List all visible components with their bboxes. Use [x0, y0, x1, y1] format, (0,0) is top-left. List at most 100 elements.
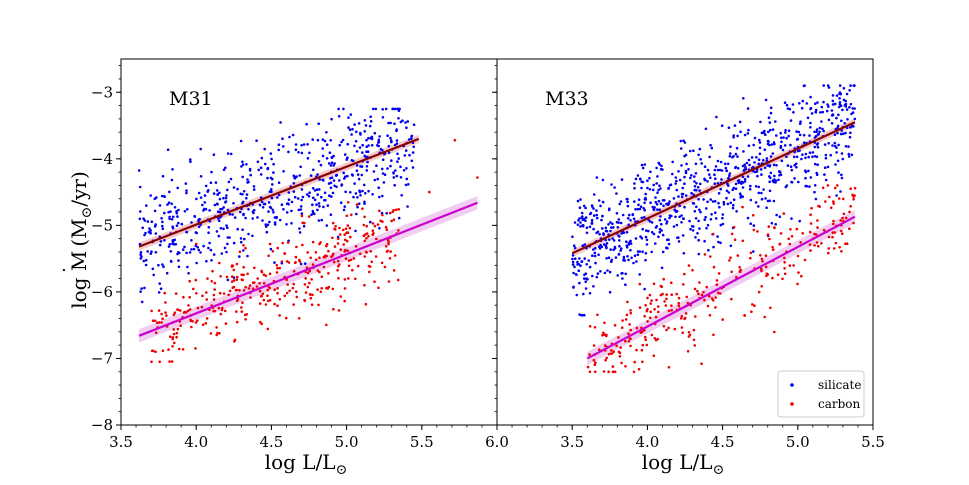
point-silicate [575, 273, 578, 277]
point-silicate [778, 215, 782, 218]
point-silicate [808, 151, 812, 154]
point-silicate [769, 171, 773, 175]
point-silicate [640, 163, 644, 167]
point-carbon [228, 289, 232, 293]
point-carbon [627, 332, 630, 336]
point-silicate [735, 146, 739, 150]
point-silicate [835, 151, 838, 154]
point-silicate [822, 100, 825, 104]
point-carbon [814, 233, 818, 236]
point-silicate [842, 132, 845, 135]
point-silicate [251, 217, 254, 220]
point-silicate [638, 273, 641, 276]
point-carbon [266, 327, 270, 331]
point-silicate [231, 213, 234, 216]
point-silicate [138, 242, 142, 246]
point-silicate [768, 121, 772, 124]
point-silicate [789, 143, 792, 147]
point-carbon [650, 333, 654, 337]
point-silicate [809, 107, 812, 111]
point-silicate [626, 200, 629, 204]
point-silicate [719, 241, 722, 245]
point-carbon [365, 251, 368, 254]
point-silicate [579, 225, 582, 228]
point-carbon [832, 247, 836, 250]
point-carbon [238, 250, 242, 253]
point-silicate [697, 198, 700, 201]
point-silicate [363, 154, 367, 158]
point-carbon [759, 254, 762, 257]
point-carbon [641, 360, 644, 364]
point-carbon [191, 320, 194, 323]
point-silicate [223, 246, 227, 250]
point-carbon [311, 293, 314, 297]
point-carbon [332, 307, 335, 311]
point-carbon [842, 197, 845, 201]
point-carbon [809, 222, 813, 225]
point-silicate [636, 207, 640, 211]
point-silicate [774, 179, 778, 183]
point-silicate [579, 221, 582, 224]
point-silicate [398, 107, 401, 111]
point-silicate [161, 224, 164, 228]
point-silicate [224, 166, 227, 170]
point-silicate [277, 148, 281, 152]
point-carbon [227, 293, 230, 297]
point-silicate [184, 182, 188, 185]
point-silicate [658, 184, 661, 187]
point-carbon [653, 308, 656, 311]
point-carbon [215, 326, 218, 329]
point-carbon [331, 221, 335, 225]
point-silicate [150, 220, 154, 223]
point-silicate [625, 231, 629, 234]
point-carbon [201, 294, 204, 298]
point-silicate [348, 128, 352, 131]
point-silicate [853, 84, 856, 87]
point-carbon [173, 311, 177, 315]
point-carbon [251, 287, 255, 291]
point-carbon [396, 278, 400, 282]
point-silicate [840, 119, 843, 123]
point-silicate [804, 152, 808, 156]
point-silicate [347, 116, 350, 119]
point-carbon [376, 223, 380, 226]
point-silicate [818, 126, 822, 130]
point-carbon [244, 246, 247, 250]
point-silicate [851, 107, 854, 110]
point-silicate [795, 166, 798, 169]
point-silicate [677, 195, 680, 198]
point-silicate [626, 198, 629, 201]
point-silicate [725, 196, 728, 200]
point-silicate [641, 250, 644, 253]
point-silicate [300, 144, 303, 147]
point-silicate [344, 190, 347, 194]
point-silicate [838, 101, 842, 104]
point-silicate [256, 216, 259, 219]
point-silicate [613, 186, 616, 189]
point-silicate [214, 181, 218, 184]
point-carbon [586, 365, 590, 369]
point-silicate [786, 164, 790, 167]
point-silicate [800, 157, 803, 161]
point-carbon [320, 287, 324, 290]
point-silicate [732, 198, 736, 201]
point-silicate [595, 209, 598, 212]
point-silicate [656, 191, 659, 194]
point-carbon [776, 273, 780, 277]
point-silicate [632, 261, 635, 265]
point-silicate [389, 121, 392, 125]
point-silicate [209, 248, 213, 252]
point-silicate [700, 162, 703, 165]
point-silicate [845, 92, 849, 96]
point-silicate [351, 174, 355, 177]
point-silicate [390, 159, 393, 162]
point-silicate [571, 254, 575, 257]
point-silicate [693, 180, 696, 183]
point-carbon [232, 279, 236, 282]
point-silicate [677, 170, 680, 173]
point-silicate [706, 200, 709, 204]
point-carbon [773, 330, 776, 334]
point-silicate [655, 203, 659, 206]
point-silicate [343, 153, 347, 156]
